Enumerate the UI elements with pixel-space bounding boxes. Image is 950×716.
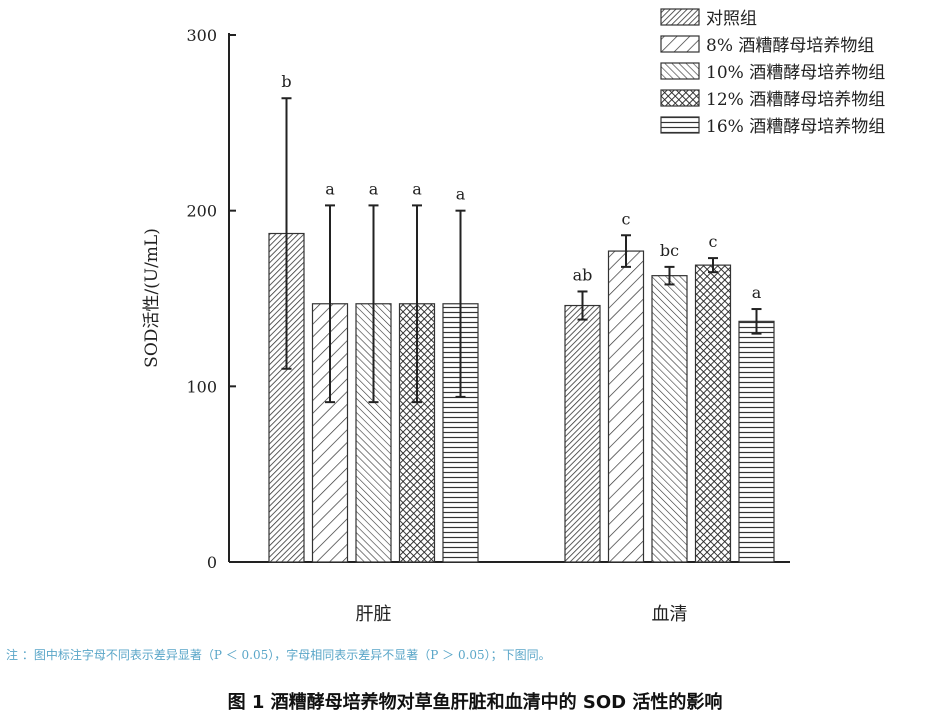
x-category-label: 肝脏: [356, 604, 392, 625]
legend-label: 对照组: [706, 9, 757, 29]
legend-swatch: [660, 8, 700, 26]
significance-letter: c: [709, 232, 718, 251]
bar: [564, 304, 601, 563]
legend-label: 16% 酒糟酵母培养物组: [706, 117, 885, 137]
x-category-label: 血清: [652, 604, 688, 625]
bar: [651, 275, 688, 563]
bar: [738, 320, 775, 563]
y-tick-label: 100: [186, 377, 217, 396]
y-axis-label: SOD活性/(U/mL): [142, 228, 162, 368]
bar: [607, 250, 645, 563]
legend-label: 10% 酒糟酵母培养物组: [706, 63, 885, 83]
significance-letter: a: [369, 179, 379, 198]
chart-note: 注 ：图中标注字母不同表示差异显著（P ＜ 0.05），字母相同表示差异不显著（…: [6, 648, 551, 662]
legend-label: 8% 酒糟酵母培养物组: [706, 36, 874, 56]
y-tick-label: 200: [186, 202, 217, 221]
y-tick-label: 0: [207, 553, 217, 572]
legend-swatch: [660, 35, 700, 53]
significance-letter: bc: [660, 241, 679, 260]
significance-letter: b: [281, 72, 291, 91]
legend-swatch: [660, 116, 700, 134]
significance-letter: c: [622, 209, 631, 228]
legend-swatch: [660, 89, 700, 107]
significance-letter: a: [412, 179, 422, 198]
legend-swatch: [660, 62, 700, 80]
legend-label: 12% 酒糟酵母培养物组: [706, 90, 885, 110]
significance-letter: a: [325, 179, 335, 198]
y-tick-label: 300: [186, 26, 217, 45]
figure-caption: 图 1 酒糟酵母培养物对草鱼肝脏和血清中的 SOD 活性的影响: [227, 692, 723, 713]
legend: 对照组 8% 酒糟酵母培养物组 10% 酒糟酵母培养物组 12% 酒糟酵母培养物组 16…: [660, 8, 885, 137]
significance-letter: a: [456, 185, 466, 204]
bars: b a a a a ab c bc c a: [268, 72, 775, 563]
significance-letter: a: [752, 283, 762, 302]
significance-letter: ab: [573, 265, 593, 284]
bar: [694, 264, 732, 563]
